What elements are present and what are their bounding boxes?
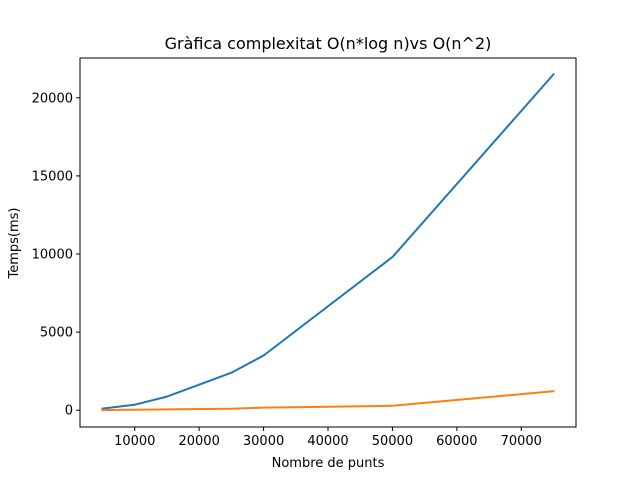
x-tick-label: 60000 xyxy=(436,434,477,449)
x-tick-label: 10000 xyxy=(114,434,155,449)
x-tick-label: 50000 xyxy=(372,434,413,449)
y-tick-label: 15000 xyxy=(32,169,73,184)
series-line-2 xyxy=(101,390,555,412)
y-axis-label: Temps(ms) xyxy=(7,208,22,280)
x-tick-label: 20000 xyxy=(178,434,219,449)
chart-title: Gràfica complexitat O(n*log n)vs O(n^2) xyxy=(165,34,492,53)
y-tick-label: 10000 xyxy=(32,248,73,263)
x-axis-ticks: 10000 20000 30000 40000 50000 60000 70000 xyxy=(114,427,542,449)
x-tick-label: 40000 xyxy=(307,434,348,449)
x-tick-label: 30000 xyxy=(243,434,284,449)
series-line-1 xyxy=(101,72,555,410)
y-tick-label: 5000 xyxy=(40,326,73,341)
x-tick-label: 70000 xyxy=(501,434,542,449)
x-axis-label: Nombre de punts xyxy=(272,456,385,471)
y-tick-label: 20000 xyxy=(32,91,73,106)
y-tick-label: 0 xyxy=(65,404,73,419)
y-axis-ticks: 0 5000 10000 15000 20000 xyxy=(32,91,80,419)
